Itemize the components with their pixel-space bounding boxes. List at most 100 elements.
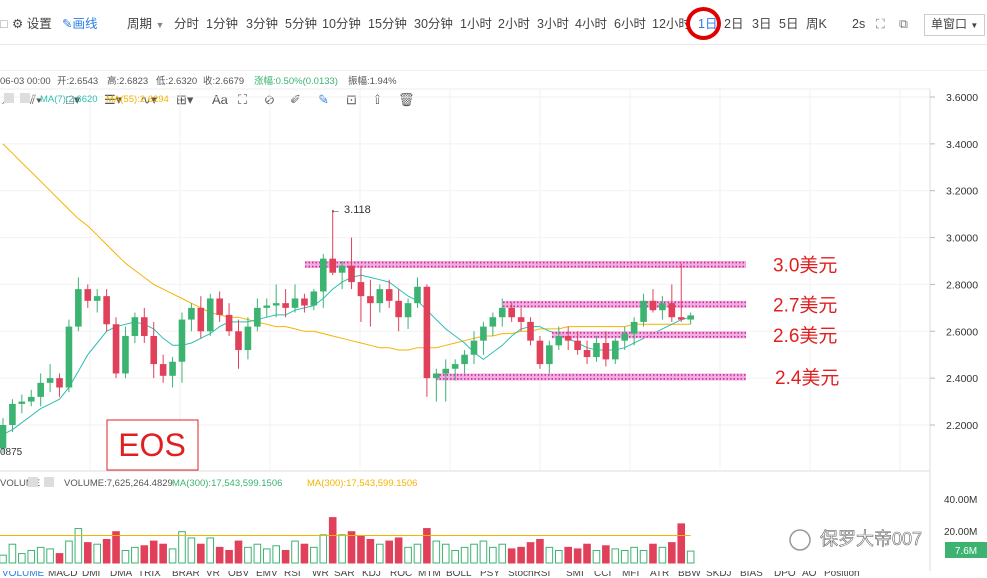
lock-tool-icon[interactable]: ⊡ (346, 92, 357, 107)
volume-bar (281, 549, 290, 564)
high-text: 高:2.6823 (107, 75, 148, 87)
interval-tab[interactable]: 12小时 (652, 17, 691, 31)
interval-tab[interactable]: 15分钟 (368, 17, 407, 31)
interval-tab[interactable]: 3日 (752, 17, 772, 31)
indicator-tab[interactable]: Position (824, 571, 860, 578)
indicator-tab[interactable]: BIAS (740, 571, 763, 578)
candle-body (508, 307, 515, 318)
indicator-tab[interactable]: EMV (256, 571, 278, 578)
parallel-line-tool-icon[interactable]: ⫽▾ (30, 92, 43, 107)
indicator-tab[interactable]: BOLL (446, 571, 472, 578)
candle-body (433, 373, 440, 379)
fib-tool-icon[interactable]: ☰▾ (104, 92, 123, 107)
indicator-tab[interactable]: SKDJ (706, 571, 732, 578)
indicator-tab[interactable]: WR (312, 571, 329, 578)
indicator-tab[interactable]: MTM (418, 571, 441, 578)
indicator-tab[interactable]: StochRSI (508, 571, 551, 578)
level-band (503, 300, 746, 308)
volume-ma-b: MA(300):17,543,599.1506 (307, 478, 417, 489)
interval-tab[interactable]: 分时 (174, 17, 200, 31)
interval-tab[interactable]: 5分钟 (285, 17, 317, 31)
volume-bar (366, 539, 375, 564)
candle-body (319, 258, 327, 292)
indicator-tab[interactable]: VOLUME (2, 571, 45, 578)
share-tool-icon[interactable]: ⇧ (372, 92, 383, 107)
gear-icon: ⚙ (12, 17, 24, 31)
interval-tab[interactable]: 4小时 (575, 17, 607, 31)
low-text: 低:2.6320 (156, 75, 197, 87)
ruler-tool-icon[interactable]: ✐ (290, 92, 301, 107)
indicator-tab[interactable]: DMA (110, 571, 133, 578)
candle-body (536, 340, 544, 365)
candle-body (357, 282, 365, 297)
indicator-tab[interactable]: ROC (390, 571, 413, 578)
indicator-tab[interactable]: DMI (82, 571, 101, 578)
eye-mini-icon[interactable] (20, 93, 30, 103)
volume-bar (658, 546, 667, 564)
magnet-tool-icon[interactable]: ⊘ (264, 92, 275, 107)
indicator-tab[interactable]: MFI (622, 571, 640, 578)
tick-label: 2.6000 (946, 326, 978, 338)
pen-tool-icon[interactable]: ✎ (318, 92, 329, 107)
window-mode-select[interactable]: 单窗口 ▼ (924, 14, 986, 36)
trash-icon[interactable]: 🗑 (398, 92, 415, 107)
wave-tool-icon[interactable]: ∿▾ (140, 92, 158, 107)
interval-tab[interactable]: 1分钟 (206, 17, 238, 31)
interval-tab[interactable]: 周K (806, 17, 827, 31)
candle-body (46, 378, 54, 383)
indicator-tab[interactable]: CCI (594, 571, 612, 578)
volume-bar (602, 545, 610, 564)
volume-bar (611, 548, 620, 564)
indicator-tab[interactable]: DPO (774, 571, 796, 578)
indicator-tab[interactable]: RSI (284, 571, 301, 578)
interval-tab[interactable]: 3分钟 (246, 17, 278, 31)
candle-body (527, 321, 534, 341)
volume-bar (423, 528, 431, 564)
interval-tab[interactable]: 10分钟 (322, 17, 361, 31)
candle-body (348, 265, 355, 283)
fullscreen-icon[interactable]: ⛶ (876, 17, 885, 31)
period-dropdown[interactable]: 周期 ▼ (127, 17, 165, 31)
interval-tab[interactable]: 6小时 (614, 17, 646, 31)
draw-line-button[interactable]: ✎画线 (62, 17, 98, 31)
candle-body (122, 335, 129, 374)
interval-tab[interactable]: 2小时 (498, 17, 530, 31)
indicator-tab[interactable]: OBV (228, 571, 250, 578)
interval-tab[interactable]: 1小时 (460, 17, 492, 31)
indicator-tab[interactable]: VR (206, 571, 220, 578)
settings-mini-icon[interactable] (4, 93, 14, 103)
indicator-tab[interactable]: PSY (480, 571, 501, 578)
volume-bar (121, 549, 130, 564)
indicator-tab[interactable]: KDJ (362, 571, 381, 578)
rectangle-tool-icon[interactable]: □▾ (66, 92, 81, 107)
interval-tab[interactable]: 30分钟 (414, 17, 453, 31)
indicator-tab[interactable]: AO (802, 571, 817, 578)
indicator-tab[interactable]: ATR (650, 571, 670, 578)
text-tool-icon[interactable]: Aa (212, 92, 228, 107)
interval-tab[interactable]: 2日 (724, 17, 744, 31)
candle-body (282, 303, 289, 308)
interval-tab[interactable]: 3小时 (537, 17, 569, 31)
checkbox-icon[interactable]: □ (0, 17, 8, 31)
candle-body (640, 300, 647, 322)
volume-axis-mid: 20.00M (944, 527, 977, 538)
candle-body (498, 307, 506, 318)
refresh-rate[interactable]: 2s (852, 17, 866, 31)
indicator-tab[interactable]: BBW (678, 571, 701, 578)
candle-body (178, 319, 186, 362)
volume-bar (686, 550, 695, 564)
indicator-tab[interactable]: SMI (566, 571, 584, 578)
pattern-tool-icon[interactable]: ⛶ (238, 92, 248, 107)
candle-body (668, 303, 676, 318)
indicator-tab[interactable]: TRIX (138, 571, 161, 578)
volume-bar (432, 540, 441, 564)
volume-eye-icon[interactable] (44, 477, 54, 487)
settings-button[interactable]: ⚙ 设置 (12, 17, 52, 31)
indicator-tab[interactable]: BRAR (172, 571, 200, 578)
indicator-tab[interactable]: MACD (48, 571, 78, 578)
watermark: 保罗大帝007 (789, 529, 922, 551)
interval-tab[interactable]: 5日 (779, 17, 799, 31)
indicator-tab[interactable]: SAR (334, 571, 355, 578)
popout-icon[interactable]: ⧉ (899, 17, 908, 31)
volume-settings-icon[interactable] (28, 477, 38, 487)
